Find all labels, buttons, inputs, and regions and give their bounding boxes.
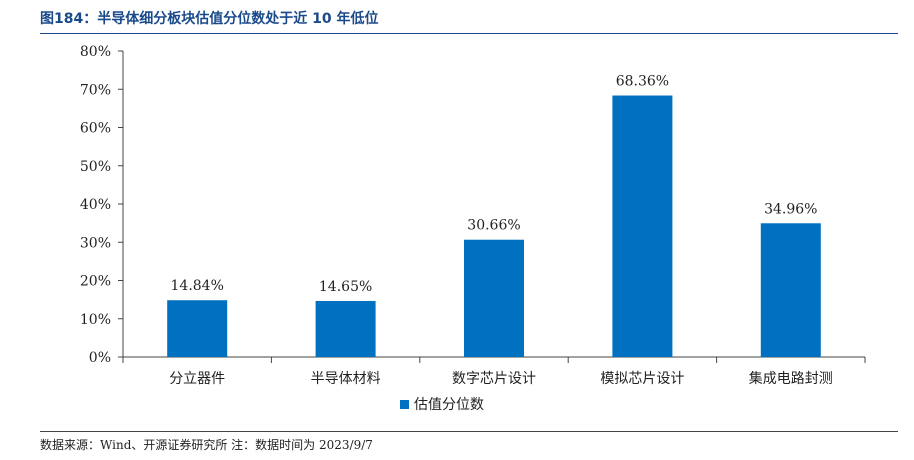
bar [612,95,673,357]
bar [464,239,524,357]
y-tick-label: 30% [80,235,111,251]
x-tick-label: 半导体材料 [311,371,381,387]
legend-label: 估值分位数 [414,397,484,413]
x-tick-label: 数字芯片设计 [452,371,536,387]
y-tick-label: 80% [80,44,111,60]
y-tick-label: 10% [80,312,111,328]
x-tick-label: 集成电路封测 [749,370,833,387]
y-tick-label: 0% [89,350,111,366]
bar-chart: 0% 10% 20% 30% 40% 50% 60% 70% 80% 14.84% 分立器件 14.6… [80,44,866,413]
bar [760,223,821,357]
x-tick-label: 分立器件 [169,371,225,387]
y-tick-label: 40% [80,197,111,213]
legend-swatch [400,400,409,409]
data-label: 14.84% [171,278,224,294]
data-label: 30.66% [467,218,520,234]
data-label: 34.96% [764,201,817,217]
y-tick-label: 50% [80,159,111,175]
y-tick-label: 60% [80,121,111,137]
bar [167,300,228,357]
footer-divider [40,431,898,432]
data-label: 68.36% [616,74,669,90]
y-tick-label: 70% [80,82,111,98]
bar [315,300,376,357]
x-tick-label: 模拟芯片设计 [600,371,684,387]
y-tick-label: 20% [80,274,111,290]
chart-title: 图184：半导体细分板块估值分位数处于近 10 年低位 [40,11,379,27]
source-note: 数据来源：Wind、开源证券研究所 注：数据时间为 2023/9/7 [40,438,373,452]
title-divider [40,33,898,34]
data-label: 14.65% [319,279,372,295]
